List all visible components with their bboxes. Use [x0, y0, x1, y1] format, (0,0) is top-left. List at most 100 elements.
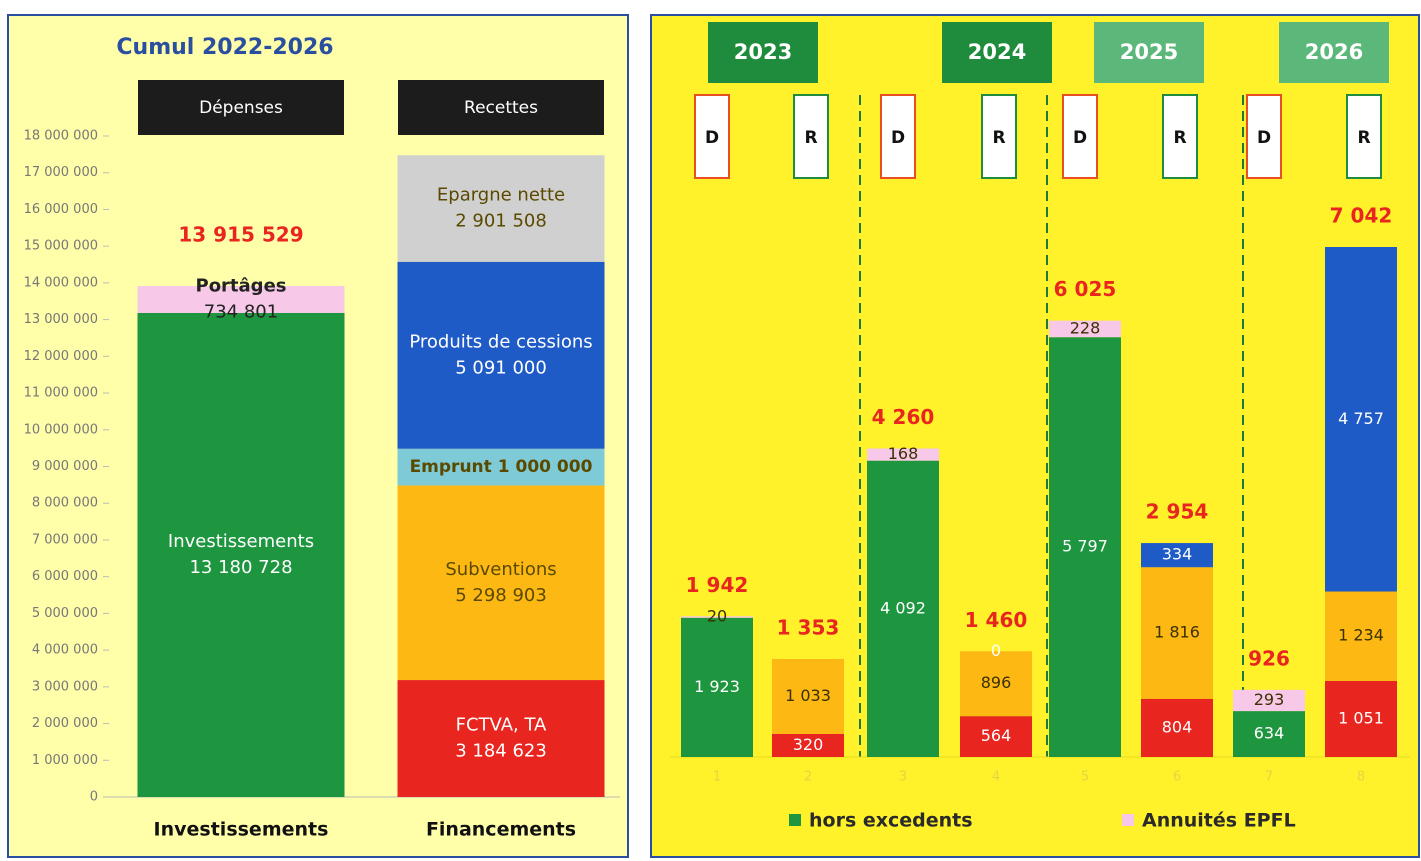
x-tick-label: Investissements — [154, 819, 329, 841]
x-tick-label: Financements — [426, 819, 576, 841]
bar-segment — [1325, 591, 1397, 681]
letter-label: R — [1357, 128, 1370, 148]
segment-label: 1 923 — [694, 677, 740, 696]
segment-name: Emprunt — [410, 457, 492, 477]
bar-segment — [1325, 247, 1397, 592]
segment-label: 1 816 — [1154, 623, 1200, 642]
bar-segment — [1141, 543, 1213, 568]
x-tick-label: 3 — [899, 770, 907, 785]
bar-segment — [1325, 680, 1397, 757]
segment-label: 4 757 — [1338, 409, 1384, 428]
x-tick-label: 7 — [1265, 770, 1273, 785]
y-tick-label: 6 000 000 — [32, 569, 98, 584]
bar-segment — [397, 485, 605, 681]
total-label: 6 025 — [1054, 277, 1117, 301]
x-tick-label: 1 — [713, 770, 721, 785]
bar-segment — [681, 617, 753, 757]
letter-label: R — [992, 128, 1005, 148]
segment-name: Portâges — [196, 275, 287, 296]
letter-label: R — [1173, 128, 1186, 148]
segment-name: Epargne nette — [437, 185, 565, 206]
segment-name: FCTVA, TA — [456, 715, 547, 736]
segment-label: 293 — [1254, 690, 1285, 709]
bar-segment — [960, 716, 1032, 757]
y-tick-label: 3 000 000 — [32, 679, 98, 694]
total-label: 7 042 — [1330, 204, 1393, 228]
bar-segment — [1141, 698, 1213, 757]
y-tick-label: 13 000 000 — [24, 312, 98, 327]
bar-segment — [137, 285, 345, 313]
letter-box — [1162, 94, 1198, 179]
segment-value: 13 180 728 — [189, 557, 292, 578]
letter-box — [1062, 94, 1098, 179]
y-tick-label: 17 000 000 — [24, 165, 98, 180]
letter-box — [1346, 94, 1382, 179]
total-label: 1 942 — [686, 573, 749, 597]
segment-value: 3 184 623 — [455, 741, 547, 762]
bar-segment — [397, 448, 605, 486]
bar-segment — [1233, 711, 1305, 757]
bar-segment — [1233, 689, 1305, 712]
segment-label: 1 033 — [785, 686, 831, 705]
legend-swatch — [789, 814, 801, 826]
y-tick-label: 7 000 000 — [32, 532, 98, 547]
total-label: 4 260 — [872, 405, 935, 429]
bar-segment — [681, 616, 753, 618]
total-label: 1 460 — [965, 608, 1028, 632]
year-box — [1094, 22, 1204, 83]
y-tick-label: 2 000 000 — [32, 716, 98, 731]
total-label: 926 — [1248, 646, 1290, 670]
legend-label: hors excedents — [809, 810, 973, 832]
bar-segment — [960, 651, 1032, 717]
x-tick-label: 5 — [1081, 770, 1089, 785]
segment-label: 4 092 — [880, 598, 926, 617]
bar-segment — [397, 261, 605, 449]
y-tick-label: 12 000 000 — [24, 349, 98, 364]
segment-value: 734 801 — [204, 301, 278, 322]
segment-label: 20 — [707, 607, 727, 626]
year-label: 2025 — [1120, 40, 1178, 64]
segment-label: 804 — [1162, 717, 1193, 736]
year-box — [1279, 22, 1389, 83]
legend-swatch — [1122, 814, 1134, 826]
y-tick-label: 14 000 000 — [24, 275, 98, 290]
y-tick-label: 4 000 000 — [32, 643, 98, 658]
letter-label: D — [1257, 128, 1271, 148]
bar-segment — [1049, 337, 1121, 757]
segment-label: 896 — [981, 673, 1012, 692]
letter-box — [1246, 94, 1282, 179]
y-tick-label: 0 — [90, 790, 98, 805]
bar-segment — [397, 680, 605, 797]
x-tick-label: 6 — [1173, 770, 1181, 785]
y-tick-label: 5 000 000 — [32, 606, 98, 621]
year-label: 2024 — [968, 40, 1026, 64]
segment-label: 320 — [793, 735, 824, 754]
legend-label: Annuités EPFL — [1142, 810, 1296, 832]
bar-segment — [867, 448, 939, 461]
letter-label: D — [1073, 128, 1087, 148]
segment-label: 564 — [981, 726, 1012, 745]
chart-title: Cumul 2022-2026 — [116, 35, 333, 60]
letter-box — [793, 94, 829, 179]
segment-label: 1 051 — [1338, 708, 1384, 727]
segment-value: 5 091 000 — [455, 357, 547, 378]
segment-label: 228 — [1070, 318, 1101, 337]
segment-value: 1 000 000 — [498, 457, 593, 477]
y-tick-label: 9 000 000 — [32, 459, 98, 474]
x-tick-label: 8 — [1357, 770, 1365, 785]
y-tick-label: 15 000 000 — [24, 239, 98, 254]
segment-name: Produits de cessions — [409, 331, 592, 352]
bar-segment — [867, 460, 939, 757]
header-box — [398, 80, 604, 135]
y-tick-label: 11 000 000 — [24, 386, 98, 401]
bar-segment — [772, 733, 844, 757]
letter-label: D — [891, 128, 905, 148]
y-tick-label: 10 000 000 — [24, 422, 98, 437]
bar-segment — [1141, 567, 1213, 699]
bar-segment — [772, 659, 844, 734]
header-box — [138, 80, 344, 135]
segment-value: 2 901 508 — [455, 211, 547, 232]
total-label: 2 954 — [1146, 500, 1209, 524]
year-label: 2023 — [734, 40, 792, 64]
